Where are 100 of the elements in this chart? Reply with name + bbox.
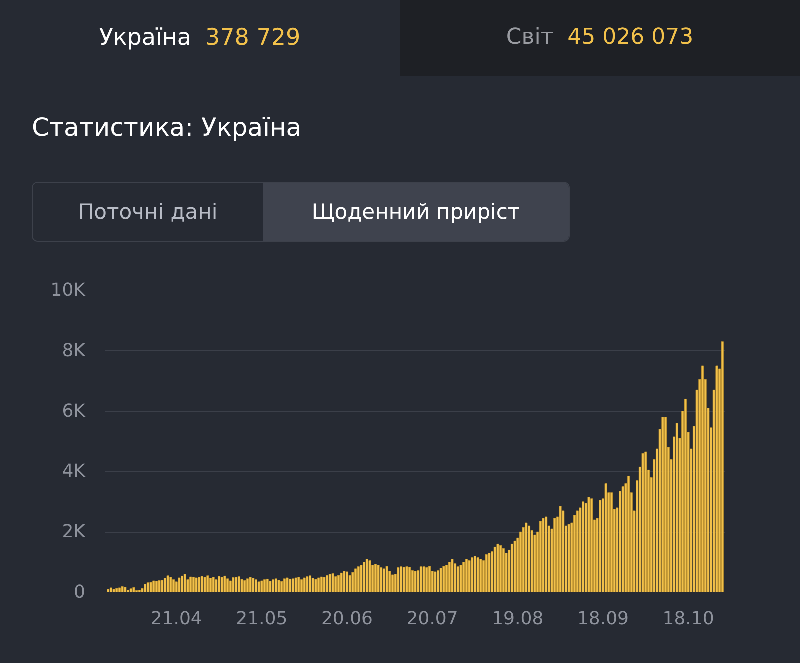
bar <box>260 580 264 592</box>
bar <box>397 568 400 592</box>
bar <box>386 566 388 592</box>
bar <box>468 560 471 592</box>
bar <box>559 506 562 592</box>
bar <box>215 580 218 592</box>
bar <box>676 423 678 592</box>
y-tick-label: 10K <box>50 280 87 301</box>
text: 378 729 <box>206 24 301 53</box>
bar <box>238 576 240 592</box>
bar <box>107 589 110 592</box>
bar <box>588 497 590 592</box>
bar <box>428 566 431 592</box>
x-tick-label: 18.09 <box>577 608 629 630</box>
bar <box>118 588 121 592</box>
bar <box>352 572 354 592</box>
bar <box>642 453 644 592</box>
bar <box>366 559 368 592</box>
y-tick-label: 8K <box>62 340 87 362</box>
bar <box>318 578 320 592</box>
bar <box>417 570 420 592</box>
bar <box>554 518 556 592</box>
bar <box>110 588 112 592</box>
bar <box>323 577 326 592</box>
bar <box>112 589 116 592</box>
bar <box>451 559 454 592</box>
bar <box>716 366 718 592</box>
bar <box>314 579 318 592</box>
y-tick-label: 0 <box>74 582 86 603</box>
bar <box>357 566 360 592</box>
bar <box>414 571 417 592</box>
bar <box>434 572 437 592</box>
bar <box>255 580 258 592</box>
bar <box>440 568 442 592</box>
bar <box>175 582 178 592</box>
bar <box>246 578 249 592</box>
x-tick-label: 20.07 <box>406 608 458 630</box>
bar <box>576 510 579 592</box>
bar <box>644 452 648 592</box>
bar <box>422 566 426 592</box>
bar <box>178 578 181 592</box>
bar <box>406 566 408 592</box>
bar <box>496 544 500 592</box>
bar <box>212 577 215 592</box>
bar <box>116 588 118 592</box>
bar <box>258 582 260 592</box>
bar <box>448 562 451 592</box>
bar <box>664 417 667 592</box>
bar <box>456 566 460 592</box>
bar <box>485 554 488 592</box>
bar <box>206 576 210 592</box>
bar <box>628 476 630 592</box>
bar <box>320 576 323 592</box>
bar <box>190 576 192 592</box>
bar <box>332 574 334 592</box>
bar <box>124 587 127 592</box>
text: Україна <box>99 24 192 53</box>
x-tick-label: 18.10 <box>662 608 714 630</box>
x-tick-label: 19.08 <box>492 608 544 630</box>
bar <box>181 576 184 592</box>
bar <box>235 577 238 592</box>
bar <box>340 572 343 592</box>
bar <box>539 521 542 592</box>
bar <box>514 540 516 592</box>
bar <box>150 582 152 592</box>
bar <box>474 556 476 592</box>
bar <box>426 568 428 592</box>
bar <box>622 486 624 592</box>
bar <box>121 586 124 592</box>
bar <box>392 574 394 592</box>
bar <box>306 576 309 592</box>
bar <box>494 547 496 592</box>
bar <box>354 568 357 592</box>
bar <box>360 565 363 592</box>
bar <box>702 366 704 592</box>
x-tick-label: 21.04 <box>150 608 202 630</box>
chart-title: Статистика: Україна <box>32 112 302 144</box>
bar <box>582 502 585 592</box>
bar <box>312 578 314 592</box>
bar <box>289 579 292 592</box>
bar <box>210 578 212 592</box>
bar <box>488 553 491 592</box>
bar <box>272 580 275 592</box>
text: Світ <box>506 24 554 52</box>
bar <box>232 578 235 592</box>
bar <box>328 574 332 592</box>
bar <box>528 526 530 592</box>
bar <box>411 570 414 592</box>
bar <box>224 576 226 592</box>
bar <box>337 575 340 592</box>
bar <box>146 582 150 592</box>
bar <box>226 578 230 592</box>
bar <box>229 580 232 592</box>
bar <box>269 581 272 592</box>
bar <box>545 516 548 592</box>
text: Щоденний приріст <box>263 183 569 241</box>
bar <box>471 558 474 592</box>
bar <box>604 484 608 592</box>
x-tick-label: 20.06 <box>321 608 374 630</box>
y-tick-label: 2K <box>62 522 87 543</box>
